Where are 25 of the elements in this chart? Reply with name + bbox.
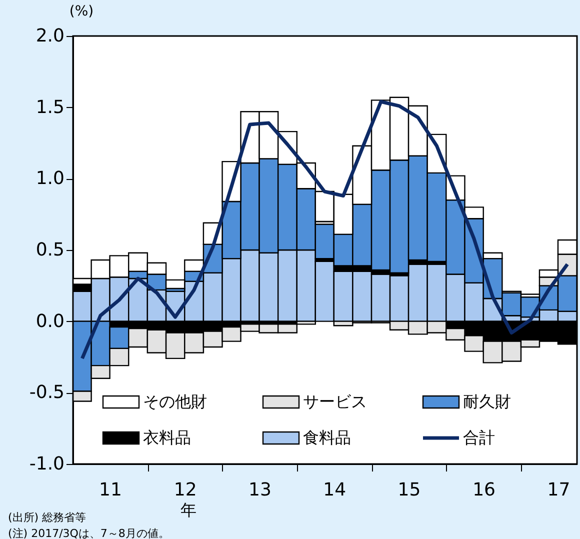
legend-label: サービス [303,392,367,411]
y-axis-title: (%) [69,4,94,20]
legend-label: 食料品 [303,428,351,447]
x-axis-title: 年 [180,500,196,520]
y-tick-label: 1.5 [36,96,64,118]
x-tick-label: 15 [398,480,421,500]
x-tick-label: 13 [248,480,272,500]
y-tick-label: 0.0 [36,310,64,332]
text: (注) 2017/3Qは、7～8月の値。 [8,527,170,539]
legend-label: その他財 [143,392,207,411]
y-tick-label: -1.0 [29,454,64,474]
legend-label: 衣料品 [143,428,191,447]
y-tick-label: 1.0 [36,168,64,190]
line-series [80,100,570,360]
legend-label: 合計 [463,428,495,447]
legend-label: 耐久財 [463,392,511,411]
text: (出所) 総務省等 [8,511,86,524]
x-tick-label: 16 [472,480,496,500]
y-tick-label: -0.5 [29,382,64,404]
y-tick-label: 0.5 [36,240,64,260]
x-tick-label: 12 [174,480,197,500]
x-tick-label: 11 [99,480,122,500]
x-tick-label: 14 [323,480,346,500]
x-tick-label: 17 [547,480,570,500]
y-tick-label: 2.0 [36,26,64,46]
